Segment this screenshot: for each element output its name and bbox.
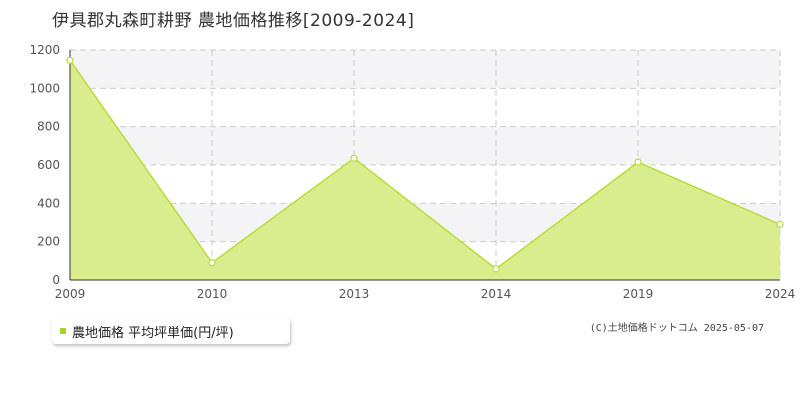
- axes: [69, 50, 780, 281]
- x-tick-labels: 2009 2010 2013 2014 2019 2024: [55, 287, 796, 300]
- y-tick-label: 0: [52, 273, 60, 287]
- legend-marker-icon: [60, 328, 66, 334]
- data-point: [776, 220, 784, 229]
- legend: 農地価格 平均坪単価(円/坪): [52, 318, 290, 344]
- y-tick-label: 600: [37, 158, 60, 172]
- data-point: [492, 265, 500, 273]
- data-point: [208, 259, 216, 267]
- x-tick-label: 2024: [765, 287, 796, 300]
- y-tick-labels: 0 200 400 600 800 1000 1200: [29, 43, 60, 287]
- data-point: [350, 154, 358, 162]
- series-area: [69, 59, 781, 280]
- y-tick-label: 1000: [29, 81, 60, 95]
- chart-title: 伊具郡丸森町耕野 農地価格推移[2009-2024]: [52, 11, 415, 31]
- x-tick-label: 2009: [55, 287, 86, 300]
- data-point: [634, 158, 642, 166]
- x-tick-label: 2019: [623, 287, 654, 300]
- legend-label: 農地価格 平均坪単価(円/坪): [72, 325, 234, 341]
- copyright-notice: (C)土地価格ドットコム 2025-05-07: [589, 323, 764, 334]
- y-tick-label: 800: [37, 120, 60, 134]
- x-tick-label: 2010: [197, 287, 228, 300]
- series-line: [69, 59, 781, 270]
- area-fill: [70, 60, 780, 280]
- grid-band: [70, 50, 780, 89]
- x-tick-label: 2013: [339, 287, 370, 300]
- data-point: [66, 56, 74, 64]
- data-point-markers: [66, 56, 784, 273]
- grid-band: [70, 126, 780, 165]
- y-tick-label: 400: [37, 196, 60, 210]
- x-tick-label: 2014: [481, 287, 512, 300]
- y-tick-label: 200: [37, 235, 60, 249]
- y-tick-label: 1200: [29, 43, 60, 57]
